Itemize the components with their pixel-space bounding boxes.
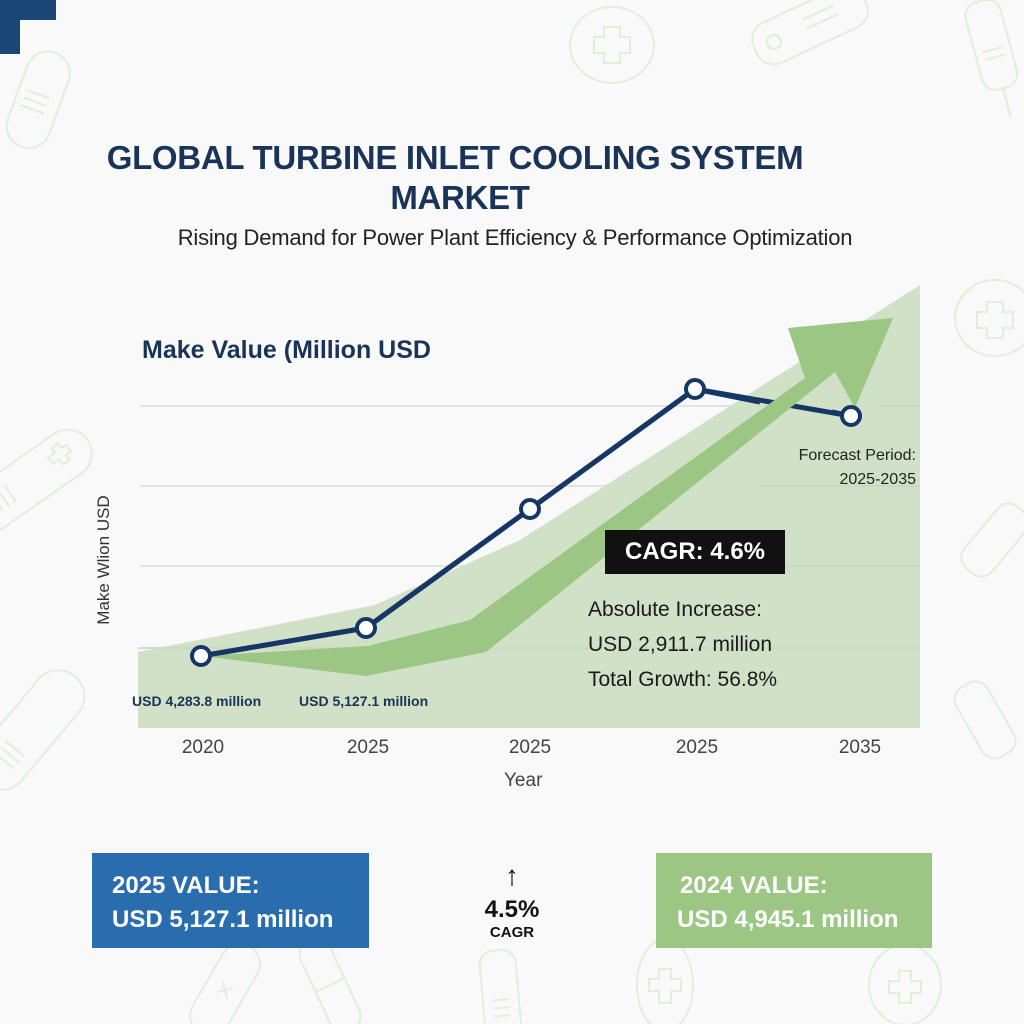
corner-accent: [0, 0, 20, 54]
x-tick: 2035: [838, 737, 882, 758]
absolute-increase-value: USD 2,911.7 million: [588, 633, 773, 656]
value-2025-card: 2025 VALUE: USD 5,127.1 million: [92, 853, 369, 948]
point-label-2020: USD 4,283.8 million: [132, 693, 262, 709]
subtitle: Rising Demand for Power Plant Efficiency…: [177, 225, 853, 250]
area-fill: [138, 285, 920, 728]
title-line-2: MARKET: [390, 179, 530, 216]
cagr-summary: ↑ 4.5% CAGR: [462, 862, 562, 942]
x-tick: 2025: [346, 737, 390, 758]
x-tick: 2025: [508, 737, 552, 758]
forecast-range: 2025-2035: [839, 471, 916, 488]
chart-title: Make Value (Million USD: [142, 336, 431, 364]
x-axis-label: Year: [504, 770, 543, 791]
arrow-up-icon: ↑: [505, 860, 519, 891]
value-2024-card: 2024 VALUE: USD 4,945.1 million: [656, 853, 932, 948]
data-points: [190, 378, 862, 667]
point-label-2025: USD 5,127.1 million: [299, 693, 429, 709]
cagr-label: CAGR: [489, 924, 535, 941]
page-title: GLOBAL TURBINE INLET COOLING SYSTEM MARK…: [80, 138, 830, 218]
card-label: 2025 VALUE:: [112, 872, 260, 899]
forecast-period: Forecast Period: 2025-2035: [748, 444, 916, 492]
title-line-1: GLOBAL TURBINE INLET COOLING SYSTEM: [106, 139, 804, 176]
growth-stats: Absolute Increase: USD 2,911.7 million T…: [588, 592, 777, 697]
x-tick: 2025: [675, 737, 719, 758]
card-value: USD 4,945.1 million: [677, 906, 899, 933]
card-value: USD 5,127.1 million: [112, 906, 334, 933]
total-growth: Total Growth: 56.8%: [588, 668, 778, 691]
cagr-value: 4.5%: [484, 896, 540, 923]
card-label: 2024 VALUE:: [680, 872, 828, 899]
forecast-label: Forecast Period:: [798, 447, 916, 464]
x-tick: 2020: [181, 737, 225, 758]
absolute-increase-label: Absolute Increase:: [588, 598, 762, 621]
cagr-badge: CAGR: 4.6%: [605, 530, 785, 574]
growth-arrow-icon: [201, 318, 893, 676]
